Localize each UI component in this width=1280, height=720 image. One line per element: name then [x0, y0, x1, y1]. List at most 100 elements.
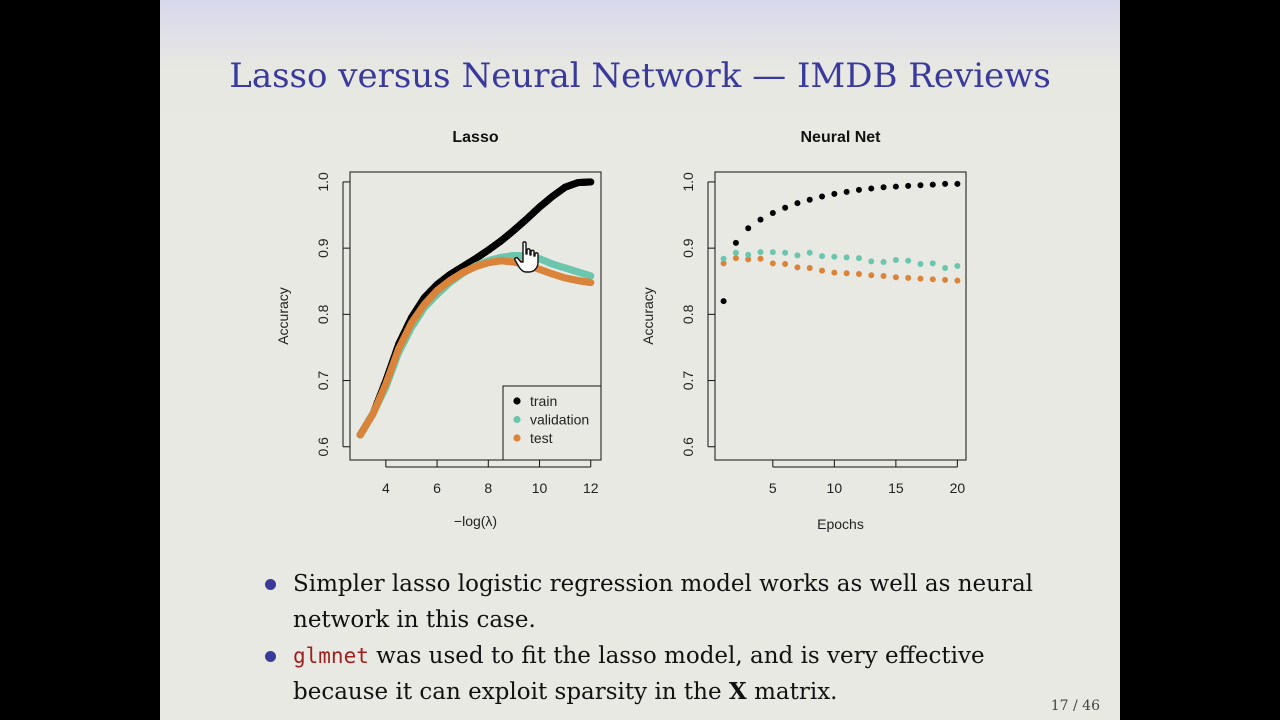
y-tick-label: 0.6 [680, 437, 696, 457]
data-point-test [794, 264, 801, 271]
page-number: 17 / 46 [1050, 698, 1100, 714]
bullet-list: Simpler lasso logistic regression model … [260, 566, 1060, 710]
data-point-test [892, 274, 899, 281]
bullet-item: Simpler lasso logistic regression model … [260, 566, 1060, 638]
data-point-train [917, 182, 924, 189]
data-point-validation [819, 253, 826, 260]
data-point-test [732, 255, 739, 262]
data-point-validation [892, 257, 899, 264]
data-point-test [929, 276, 936, 283]
data-point-test [745, 256, 752, 263]
x-tick-label: 4 [382, 480, 390, 496]
data-point-train [806, 196, 813, 203]
matrix-symbol: X [728, 678, 747, 705]
y-tick-label: 0.6 [315, 437, 331, 457]
slide: Lasso versus Neural Network — IMDB Revie… [160, 0, 1120, 720]
data-point-test [757, 255, 764, 262]
neural-net-chart: Neural Net 5 10 15 20 0.6 0.7 0.8 0.9 1.0 Epochs Ac… [640, 129, 967, 532]
data-point-train [880, 184, 887, 191]
series-train [720, 180, 961, 305]
data-point-test [769, 260, 776, 267]
y-tick-label: 1.0 [315, 172, 331, 192]
data-point-validation [942, 265, 949, 271]
y-tick-label: 0.9 [680, 238, 696, 258]
data-point-validation [745, 251, 752, 258]
data-point-train [892, 183, 899, 190]
hand-pointer-icon [514, 241, 539, 273]
data-point-validation [929, 260, 936, 267]
legend-label-train: train [530, 393, 557, 409]
data-point-train [868, 185, 875, 192]
chart-title: Neural Net [800, 129, 881, 146]
data-point-validation [843, 254, 850, 261]
plot-frame [349, 171, 602, 461]
data-point-train [782, 204, 789, 211]
data-point-test [917, 275, 924, 282]
data-point-validation [905, 257, 912, 264]
data-point-test [880, 272, 887, 279]
data-point-validation [954, 263, 961, 270]
x-tick-label: 8 [484, 480, 492, 496]
x-tick-label: 5 [769, 480, 777, 496]
data-point-test [831, 269, 838, 276]
x-tick-label: 20 [950, 480, 966, 496]
y-tick-label: 0.9 [315, 238, 331, 258]
chart-title: Lasso [452, 129, 498, 146]
x-tick-label: 6 [433, 480, 441, 496]
bullet-item: glmnet was used to fit the lasso model, … [260, 638, 1060, 710]
data-point-train [954, 180, 961, 187]
data-point-validation [757, 249, 764, 256]
bullet-dot [265, 579, 276, 590]
x-tick-label: 10 [532, 480, 548, 496]
x-tick-label: 15 [888, 480, 904, 496]
data-point-test [819, 267, 826, 274]
data-point-validation [732, 249, 739, 256]
x-tick-label: 10 [827, 480, 843, 496]
y-tick-label: 0.8 [680, 304, 696, 324]
data-point-train [794, 200, 801, 207]
data-point-validation [880, 259, 887, 266]
y-tick-label: 0.8 [315, 304, 331, 324]
data-point-test [587, 278, 595, 287]
series-validation [720, 249, 961, 271]
data-point-train [831, 190, 838, 197]
data-point-test [942, 276, 949, 283]
bullet-text-end: matrix. [746, 679, 838, 705]
data-point-train [819, 193, 826, 200]
data-point-test [954, 277, 961, 284]
data-point-train [942, 180, 949, 187]
data-point-train [587, 178, 595, 186]
data-point-train [905, 182, 912, 189]
data-point-train [855, 186, 862, 193]
data-point-test [905, 274, 912, 281]
y-axis-label: Accuracy [640, 287, 656, 345]
legend-marker-validation [513, 415, 521, 424]
data-point-train [843, 188, 850, 195]
data-point-train [732, 239, 739, 246]
legend-label-validation: validation [530, 412, 589, 428]
data-point-train [745, 225, 752, 232]
data-point-test [720, 260, 727, 267]
data-point-validation [917, 261, 924, 268]
y-tick-label: 0.7 [680, 371, 696, 391]
x-axis-label: −log(λ) [454, 513, 497, 529]
x-axis-label: Epochs [817, 516, 864, 532]
data-point-test [855, 270, 862, 277]
data-point-test [843, 270, 850, 277]
data-point-train [720, 298, 727, 305]
legend-marker-train [513, 397, 521, 405]
data-point-validation [806, 249, 813, 256]
data-point-test [806, 265, 813, 271]
glmnet-code: glmnet [293, 644, 369, 668]
data-point-validation [855, 255, 862, 262]
data-point-train [757, 216, 764, 223]
data-point-validation [769, 249, 776, 256]
data-point-validation [831, 253, 838, 260]
legend-label-test: test [530, 430, 553, 446]
legend-marker-test [513, 434, 521, 442]
bullet-dot [265, 651, 276, 662]
data-point-validation [782, 249, 789, 256]
data-point-validation [587, 272, 595, 280]
bullet-text: Simpler lasso logistic regression model … [293, 571, 1034, 633]
data-point-test [868, 272, 875, 279]
